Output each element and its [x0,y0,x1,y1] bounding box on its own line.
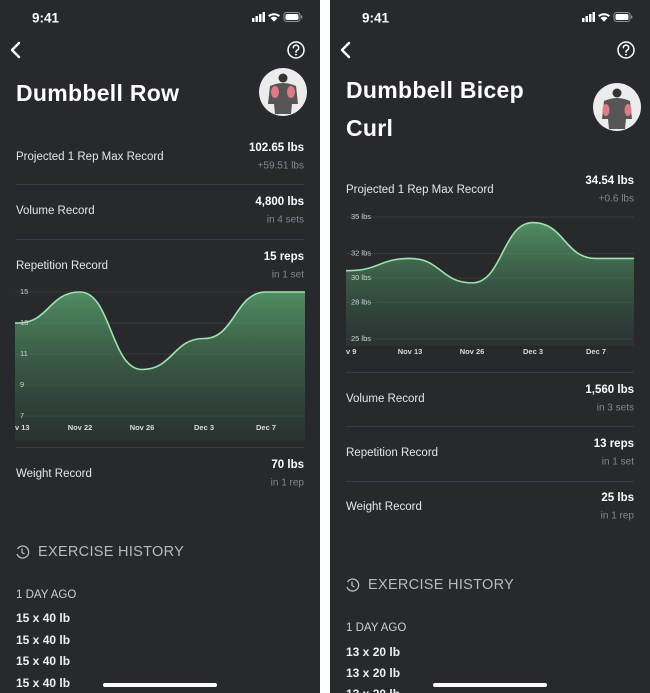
divider [16,447,304,448]
y-tick-label: 30 lbs [351,273,371,282]
x-tick-label: Nov 13 [398,347,423,356]
y-tick-label: 7 [20,411,24,420]
muscle-avatar [593,83,641,131]
back-button[interactable] [340,41,351,59]
home-indicator [103,683,217,687]
history-day: 1 DAY AGO [16,589,77,601]
record-value: 13 reps [593,438,634,450]
phone-screen: 15 13 11 9 7 v 13 Nov 22 Nov 26 Dec 3 Dec 7 9:41 D… [0,0,320,693]
record-value: 102.65 lbs [249,142,304,154]
record-value: 34.54 lbs [585,175,634,187]
x-tick-label: v 9 [346,347,356,356]
record-label: Repetition Record [16,260,109,272]
record-value: 25 lbs [601,492,634,504]
record-detail: in 3 sets [596,402,634,414]
divider [346,481,634,482]
y-tick-label: 25 lbs [351,334,371,343]
history-set: 15 x 40 lb [16,632,71,647]
record-detail: in 1 set [601,456,634,468]
y-tick-label: 9 [20,380,24,389]
record-label: Repetition Record [346,447,439,459]
phone-screen: 35 lbs 32 lbs 30 lbs 28 lbs 25 lbs v 9 Nov 13 N… [330,0,650,693]
status-time: 9:41 [32,10,60,26]
help-button[interactable] [287,41,305,59]
x-tick-label: v 13 [15,423,30,432]
x-tick-label: Nov 26 [130,423,155,432]
history-set: 13 x 20 lb [346,645,401,659]
section-heading: EXERCISE HISTORY [38,544,185,560]
x-tick-label: Dec 7 [586,347,606,356]
x-tick-label: Dec 3 [194,423,214,432]
record-value: 15 reps [263,251,304,263]
record-detail: +0.6 lbs [598,193,634,205]
y-tick-label: 35 lbs [351,212,371,221]
record-detail: in 1 rep [270,477,304,489]
record-label: Weight Record [16,468,92,480]
status-icons [582,12,633,22]
exercise-title: Dumbbell Bicep Curl [346,77,525,141]
history-set: 15 x 40 lb [16,611,71,625]
divider [346,372,634,373]
divider [346,426,634,427]
help-button[interactable] [617,41,635,59]
record-value: 4,800 lbs [255,196,304,208]
area-fill [15,292,305,441]
section-heading: EXERCISE HISTORY [368,577,515,593]
history-icon [16,545,30,559]
record-detail: in 1 set [271,269,304,281]
record-detail: in 1 rep [600,510,634,522]
muscle-avatar [259,68,307,116]
y-tick-label: 32 lbs [351,249,371,258]
screen-graphics: 35 lbs 32 lbs 30 lbs 28 lbs 25 lbs v 9 Nov 13 N… [340,12,641,687]
history-set: 15 x 40 lb [16,675,71,690]
record-label: Weight Record [346,501,422,513]
record-label: Projected 1 Rep Max Record [346,184,494,196]
data-line [17,291,267,371]
record-label: Volume Record [346,393,425,405]
y-tick-label: 13 [20,318,28,327]
history-day: 1 DAY AGO [346,622,407,634]
x-tick-label: Nov 26 [460,347,485,356]
divider [16,184,304,185]
history-icon [346,578,360,592]
record-label: Projected 1 Rep Max Record [16,151,164,163]
history-set: 15 x 40 lb [16,654,71,668]
x-tick-label: Nov 22 [68,423,93,432]
record-detail: in 4 sets [266,214,304,226]
x-tick-label: Dec 7 [256,423,276,432]
status-time: 9:41 [362,10,390,26]
record-label: Volume Record [16,205,95,217]
status-icons [252,12,303,22]
history-set: 13 x 20 lb [346,666,401,680]
y-tick-label: 28 lbs [351,297,371,306]
home-indicator [433,683,547,687]
y-tick-label: 15 [20,287,28,296]
y-tick-label: 11 [20,349,28,358]
record-value: 70 lbs [271,459,304,471]
data-line [347,221,597,284]
divider [16,239,304,240]
x-tick-label: Dec 3 [523,347,543,356]
screen-graphics: 15 13 11 9 7 v 13 Nov 22 Nov 26 Dec 3 Dec 7 [10,12,307,687]
exercise-title: Dumbbell Row [16,80,180,106]
record-detail: +59.51 lbs [257,160,304,172]
record-value: 1,560 lbs [585,384,634,396]
back-button[interactable] [10,41,21,59]
area-fill [346,222,634,346]
history-set: 13 x 20 lb [346,687,400,693]
